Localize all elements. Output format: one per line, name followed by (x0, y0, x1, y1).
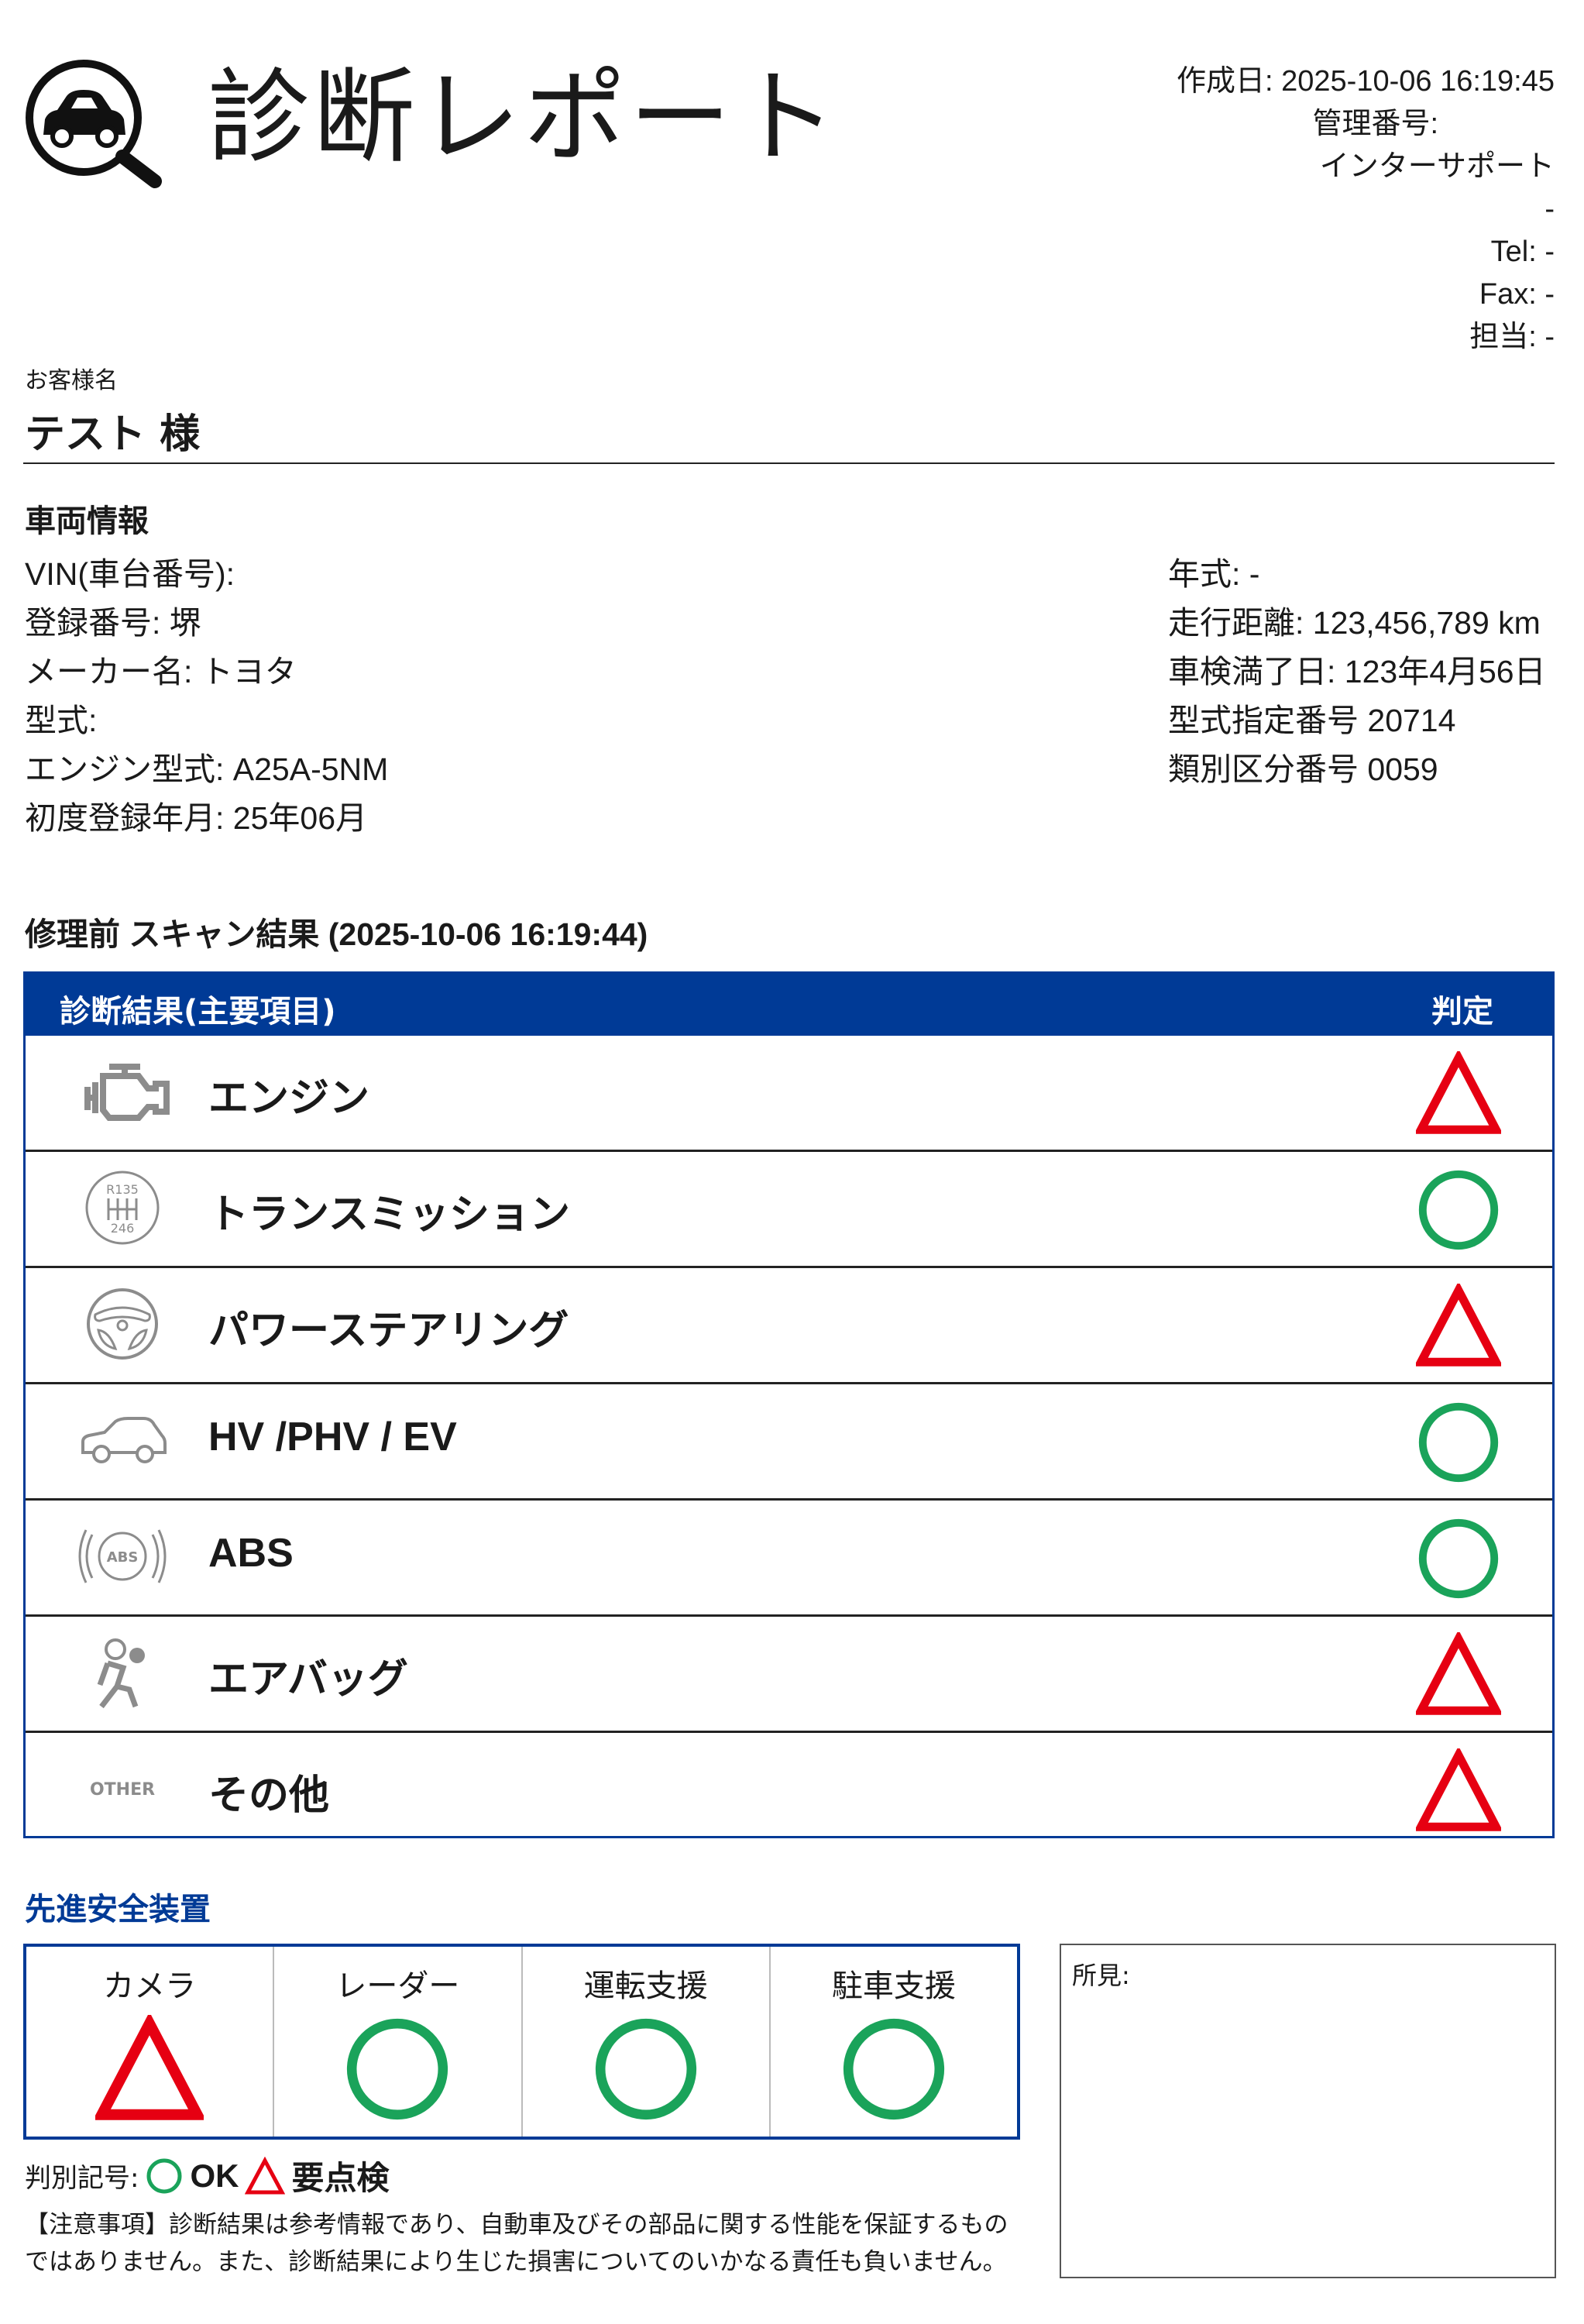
report-info: 作成日: 2025-10-06 16:19:45 管理番号: インターサポート … (1177, 60, 1555, 359)
adas-item-label: 駐車支援 (831, 1968, 956, 2004)
diagnosis-table: 診断結果(主要項目) 判定 エンジン R135 246 トランスミッション パワー… (23, 971, 1555, 1838)
warning-triangle-icon (1414, 1281, 1503, 1367)
company-name: インターサポート (1319, 150, 1555, 183)
row-label: エアバッグ (208, 1657, 408, 1702)
judgement (1416, 1167, 1501, 1253)
disclaimer-notes: 【注意事項】診断結果は参考情報であり、自動車及びその部品に関する性能を保証するも… (25, 2211, 1008, 2276)
ok-circle-icon (595, 2018, 696, 2120)
row-label: エンジン (208, 1076, 370, 1121)
legend: 判別記号: OK 要点検 (25, 2152, 389, 2199)
legend-ok: OK (190, 2157, 239, 2194)
company-address: - (1544, 193, 1555, 225)
judgement (1414, 1629, 1503, 1717)
first-registration: 初度登録年月: 25年06月 (25, 800, 367, 836)
model-code: 型式: (25, 703, 98, 738)
vehicle-info-right: 年式: - 走行距離: 123,456,789 km 車検満了日: 123年4月… (1168, 550, 1546, 794)
adas-item: レーダー (273, 1947, 521, 2137)
table-row: エアバッグ (26, 1614, 1552, 1731)
svg-text:ABS: ABS (107, 1549, 139, 1566)
adas-item-label: 運転支援 (583, 1968, 708, 2004)
legend-check: 要点検 (291, 2159, 390, 2197)
registration-number: 登録番号: 堺 (25, 605, 201, 641)
inspection-expiry: 車検満了日: 123年4月56日 (1168, 654, 1546, 689)
adas-item-label: カメラ (103, 1968, 197, 2004)
vin: VIN(車台番号): (25, 556, 235, 592)
column-header-judge: 判定 (1431, 994, 1493, 1030)
warning-triangle-icon (1414, 1745, 1503, 1831)
row-label: その他 (208, 1773, 330, 1818)
findings-box: 所見: (1060, 1944, 1556, 2278)
company-fax: Fax: - (1479, 278, 1555, 311)
ok-circle-icon (1418, 1170, 1499, 1250)
adas-item-label: レーダー (335, 1968, 460, 2004)
row-label: トランスミッション (208, 1192, 570, 1237)
customer-name: テスト 様 (25, 411, 201, 458)
created-date: 作成日: 2025-10-06 16:19:45 (1177, 65, 1555, 98)
table-header: 診断結果(主要項目) 判定 (26, 974, 1552, 1036)
table-row: パワーステアリング (26, 1266, 1552, 1382)
row-label: ABS (208, 1531, 294, 1576)
management-number: 管理番号: (1312, 108, 1438, 140)
adas-title: 先進安全装置 (25, 1892, 211, 1927)
judgement (1416, 1400, 1501, 1485)
warning-triangle-icon (1414, 1629, 1503, 1715)
adas-item: 駐車支援 (768, 1947, 1017, 2137)
table-row: OTHER その他 (26, 1731, 1552, 1847)
staff-name: 担当: - (1469, 321, 1555, 353)
ok-circle-icon (1418, 1518, 1499, 1599)
car-icon (72, 1401, 173, 1479)
other-icon: OTHER (72, 1750, 173, 1827)
row-label: パワーステアリング (208, 1308, 569, 1353)
mileage: 走行距離: 123,456,789 km (1168, 605, 1541, 641)
warning-triangle-icon (245, 2156, 286, 2194)
table-row: R135 246 トランスミッション (26, 1150, 1552, 1266)
warning-triangle-icon (1414, 1048, 1503, 1134)
model-year: 年式: - (1168, 556, 1260, 592)
ok-circle-icon (1418, 1402, 1499, 1483)
svg-text:R135: R135 (106, 1182, 139, 1197)
warning-triangle-icon (95, 2015, 204, 2120)
svg-text:OTHER: OTHER (90, 1780, 155, 1800)
table-row: ABS ABS (26, 1498, 1552, 1614)
customer-label: お客様名 (25, 367, 118, 394)
abs-icon: ABS (72, 1518, 173, 1595)
car-magnifier-icon (26, 60, 162, 188)
steering-wheel-icon (72, 1285, 173, 1363)
legend-label: 判別記号: (25, 2163, 139, 2194)
maker: メーカー名: トヨタ (25, 654, 297, 689)
vehicle-info-left: VIN(車台番号): 登録番号: 堺 メーカー名: トヨタ 型式: エンジン型式… (25, 550, 388, 843)
ok-circle-icon (146, 2158, 182, 2193)
svg-text:246: 246 (111, 1221, 135, 1236)
column-header-item: 診断結果(主要項目) (60, 994, 336, 1030)
engine-model: エンジン型式: A25A-5NM (25, 751, 389, 787)
type-designation-number: 型式指定番号 20714 (1168, 703, 1456, 738)
company-tel: Tel: - (1490, 235, 1555, 268)
judgement (1414, 1048, 1503, 1136)
airbag-icon (72, 1634, 173, 1711)
adas-item: カメラ (26, 1947, 273, 2137)
category-number: 類別区分番号 0059 (1168, 751, 1438, 787)
adas-table: カメラ レーダー 運転支援 駐車支援 (23, 1944, 1020, 2140)
ok-circle-icon (347, 2018, 448, 2120)
judgement (1414, 1745, 1503, 1834)
adas-item: 運転支援 (521, 1947, 769, 2137)
gear-shift-icon: R135 246 (72, 1169, 173, 1246)
scan-result-title: 修理前 スキャン結果 (2025-10-06 16:19:44) (25, 916, 648, 952)
table-row: エンジン (26, 1036, 1552, 1150)
divider (23, 462, 1555, 464)
judgement (1416, 1516, 1501, 1601)
findings-label: 所見: (1072, 1961, 1130, 1990)
vehicle-info-title: 車両情報 (25, 504, 149, 539)
ok-circle-icon (843, 2018, 944, 2120)
judgement (1414, 1281, 1503, 1369)
row-label: HV /PHV / EV (208, 1415, 457, 1459)
engine-icon (72, 1053, 173, 1130)
table-row: HV /PHV / EV (26, 1382, 1552, 1498)
page-title: 診断レポート (208, 58, 840, 177)
